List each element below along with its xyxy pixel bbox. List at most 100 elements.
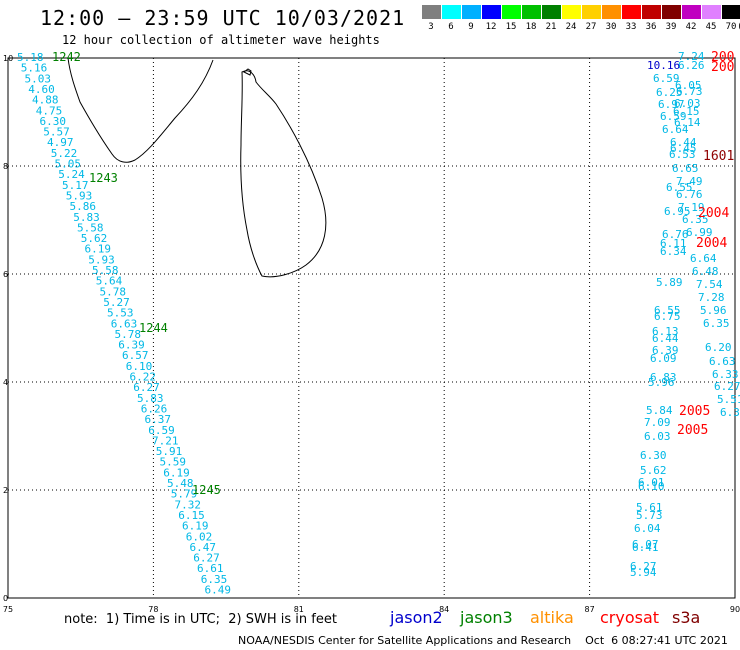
- legend-label: 3: [428, 22, 434, 32]
- wave-height-label: 6.45: [670, 142, 697, 155]
- map-frame: [7, 57, 736, 599]
- wave-height-label: 6.13: [652, 325, 679, 338]
- wave-height-label: 5.18: [17, 51, 44, 64]
- wave-height-label: 6.03: [674, 97, 701, 110]
- wave-height-label: 6.59: [660, 110, 687, 123]
- pass-time-label: 1243: [89, 171, 118, 185]
- wave-height-label: 7.21: [152, 434, 179, 447]
- wave-height-label: 6.65: [672, 162, 699, 175]
- legend-swatch: [502, 5, 521, 19]
- latitude-tick-label: 8: [3, 162, 8, 171]
- legend-label: 36: [645, 22, 657, 32]
- wave-height-label: 6.19: [85, 243, 112, 256]
- pass-time-label: 2005: [677, 423, 708, 438]
- wave-height-label: 5.61: [636, 501, 663, 514]
- wave-height-label: 6.33: [712, 368, 739, 381]
- latitude-tick-label: 10: [3, 54, 13, 63]
- legend-swatch: [582, 5, 601, 19]
- wave-height-label: 6.64: [690, 252, 717, 265]
- wave-height-label: 6.25: [656, 86, 683, 99]
- longitude-tick-label: 84: [439, 605, 449, 614]
- wave-height-label: 6.53: [669, 148, 696, 161]
- wave-height-label: 7.19: [678, 201, 705, 214]
- wave-height-label: 5.91: [156, 445, 183, 458]
- wave-height-label: 5.27: [103, 296, 130, 309]
- wave-height-label: 6.35: [703, 317, 730, 330]
- legend-label: 21: [545, 22, 557, 32]
- pass-time-label: 2004: [696, 236, 727, 251]
- wave-height-label: 5.94: [630, 566, 657, 579]
- wave-height-label: 6.26: [141, 402, 168, 415]
- legend-swatch: [522, 5, 541, 19]
- wave-height-label: 6.76: [676, 188, 703, 201]
- wave-height-label: 5.58: [92, 264, 119, 277]
- wave-height-label: 5.03: [25, 72, 52, 85]
- wave-height-label: 5.78: [100, 285, 127, 298]
- wave-height-label: 7.49: [676, 175, 703, 188]
- legend-label: 9: [468, 22, 474, 32]
- pass-time-label: 2005: [679, 404, 710, 419]
- map-subtitle: 12 hour collection of altimeter wave hei…: [62, 33, 380, 47]
- wave-height-label: 6.59: [148, 424, 175, 437]
- legend-swatch: [562, 5, 581, 19]
- longitude-tick-label: 75: [3, 605, 13, 614]
- wave-height-label: 5.73: [636, 509, 663, 522]
- wave-height-label: 5.22: [51, 147, 78, 160]
- wave-height-label: 5.84: [646, 404, 673, 417]
- wave-height-label: 6.75: [654, 310, 681, 323]
- wave-height-label: 6.10: [638, 480, 665, 493]
- wave-height-label: 5.17: [62, 179, 89, 192]
- lat-lon-grid: [7, 57, 736, 599]
- wave-height-label: 6.22: [130, 371, 157, 384]
- wave-height-label: 6.59: [653, 72, 680, 85]
- legend-swatch: [622, 5, 641, 19]
- wave-height-label: 6.63: [111, 317, 138, 330]
- legend-label: 27: [585, 22, 597, 32]
- wave-height-label: 5.96: [700, 304, 727, 317]
- wave-height-label: 6.37: [145, 413, 172, 426]
- pass-time-label: 1601: [703, 149, 734, 164]
- wave-height-label: 6.55: [666, 181, 693, 194]
- wave-height-label: 6.27: [133, 381, 160, 394]
- legend-label: 15: [505, 22, 517, 32]
- pass-time-label: 1244: [139, 321, 168, 335]
- wave-height-label: 5.59: [160, 456, 187, 469]
- wave-height-label: 6.63: [709, 355, 736, 368]
- satellite-s3a: s3a: [672, 608, 701, 627]
- wave-height-label: 7.32: [175, 498, 202, 511]
- wave-height-label: 5.24: [58, 168, 85, 181]
- legend-label: 18: [525, 22, 537, 32]
- wave-height-label: 6.09: [650, 352, 677, 365]
- wave-height-label: 6.15: [178, 509, 205, 522]
- legend-label: 24: [565, 22, 577, 32]
- legend-swatch: [702, 5, 721, 19]
- wave-height-label: 6.34: [720, 406, 740, 419]
- longitude-tick-label: 81: [294, 605, 304, 614]
- wave-height-label: 6.61: [197, 562, 224, 575]
- east-altimeter-track: 7.246.2610.166.056.596.736.256.036.976.1…: [630, 50, 740, 579]
- wave-height-label: 6.01: [638, 476, 665, 489]
- wave-height-label: 5.48: [167, 477, 194, 490]
- latitude-tick-label: 6: [3, 270, 8, 279]
- wave-height-label: 5.51: [717, 393, 740, 406]
- sri-lanka-coastline: [240, 70, 327, 278]
- wave-height-label: 6.07: [632, 538, 659, 551]
- wave-height-label: 4.97: [47, 136, 74, 149]
- wave-height-label: 7.09: [644, 416, 671, 429]
- pass-time-label: 1245: [192, 483, 221, 497]
- latitude-tick-label: 4: [3, 378, 8, 387]
- wave-height-label: 6.97: [658, 98, 685, 111]
- wave-height-label: 4.75: [36, 104, 63, 117]
- wave-height-label: 4.88: [32, 94, 59, 107]
- wave-height-label: 10.16: [647, 59, 680, 72]
- island-outline: [243, 68, 252, 76]
- wave-height-label: 5.96: [648, 376, 675, 389]
- wave-height-label: 6.83: [650, 371, 677, 384]
- wave-height-label: 6.03: [644, 430, 671, 443]
- wave-height-label: 5.58: [77, 221, 104, 234]
- wave-height-label: 6.11: [660, 237, 687, 250]
- wave-height-label: 5.62: [81, 232, 108, 245]
- wave-height-label: 6.19: [163, 466, 190, 479]
- legend-label: 39: [665, 22, 677, 32]
- wave-height-label: 5.79: [171, 488, 198, 501]
